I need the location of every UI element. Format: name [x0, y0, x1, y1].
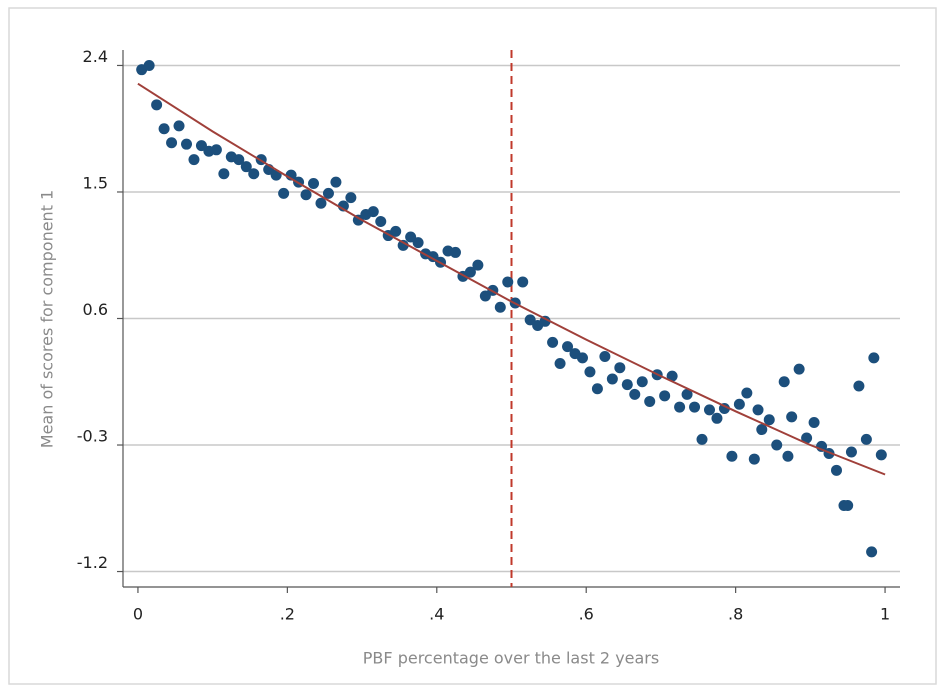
point	[741, 387, 753, 399]
point	[674, 401, 686, 413]
point	[748, 453, 760, 465]
point	[554, 357, 566, 369]
point	[151, 99, 163, 111]
point	[808, 417, 820, 429]
point	[853, 380, 865, 392]
point	[711, 412, 723, 424]
point	[562, 341, 574, 353]
point	[599, 350, 611, 362]
point	[337, 200, 349, 212]
point	[188, 154, 200, 166]
point	[315, 197, 327, 209]
x-tick-label: 1	[880, 605, 890, 624]
point	[375, 216, 387, 228]
x-axis-title: PBF percentage over the last 2 years	[363, 649, 659, 668]
point	[681, 388, 693, 400]
point	[143, 59, 155, 71]
point	[449, 246, 461, 258]
point	[689, 401, 701, 413]
frame	[8, 7, 937, 685]
point	[494, 301, 506, 313]
point	[240, 161, 252, 173]
y-tick-label: 1.5	[83, 173, 108, 192]
point	[621, 379, 633, 391]
point	[472, 259, 484, 271]
point	[218, 168, 230, 180]
point	[397, 239, 409, 251]
point	[367, 206, 379, 218]
point	[636, 376, 648, 388]
point	[591, 383, 603, 395]
x-tick-label: .8	[728, 605, 743, 624]
point	[464, 266, 476, 278]
y-axis-title: Mean of scores for component 1	[38, 190, 57, 448]
point	[166, 137, 178, 149]
point	[629, 388, 641, 400]
point	[752, 404, 764, 416]
point	[517, 276, 529, 288]
point	[248, 168, 260, 180]
point	[584, 366, 596, 378]
point	[181, 138, 193, 150]
point	[524, 314, 536, 326]
point	[845, 446, 857, 458]
fit-line	[137, 82, 886, 476]
x-tick-label: 0	[133, 605, 143, 624]
point	[405, 231, 417, 243]
point	[842, 499, 854, 511]
point	[733, 398, 745, 410]
point	[390, 225, 402, 237]
point	[830, 464, 842, 476]
point	[696, 433, 708, 445]
point	[210, 144, 222, 156]
point	[666, 370, 678, 382]
x-tick-label: .4	[429, 605, 444, 624]
point	[479, 290, 491, 302]
point	[606, 373, 618, 385]
y-tick-label: 2.4	[83, 47, 108, 66]
point	[763, 414, 775, 426]
point	[778, 376, 790, 388]
y-tick-label: 0.6	[83, 300, 108, 319]
point	[345, 192, 357, 204]
point	[322, 187, 334, 199]
point	[875, 449, 887, 461]
point	[330, 176, 342, 188]
x-tick-label: .6	[579, 605, 594, 624]
point	[539, 315, 551, 327]
point	[614, 362, 626, 374]
point	[771, 439, 783, 451]
point	[158, 123, 170, 135]
x-tick-label: .2	[280, 605, 295, 624]
point	[644, 395, 656, 407]
point	[703, 404, 715, 416]
point	[868, 352, 880, 364]
point	[782, 450, 794, 462]
point	[195, 140, 207, 152]
y-tick-label: -1.2	[77, 553, 108, 572]
point	[412, 237, 424, 249]
point	[756, 424, 768, 436]
point	[801, 432, 813, 444]
point	[726, 450, 738, 462]
point	[502, 276, 514, 288]
point	[786, 411, 798, 423]
point	[576, 352, 588, 364]
point	[659, 390, 671, 402]
point	[300, 189, 312, 201]
point	[860, 433, 872, 445]
point	[233, 154, 245, 166]
point	[866, 546, 878, 558]
point	[547, 336, 559, 348]
point	[793, 363, 805, 375]
y-tick-label: -0.3	[77, 427, 108, 446]
point	[173, 120, 185, 132]
point	[278, 187, 290, 199]
point	[308, 178, 320, 190]
